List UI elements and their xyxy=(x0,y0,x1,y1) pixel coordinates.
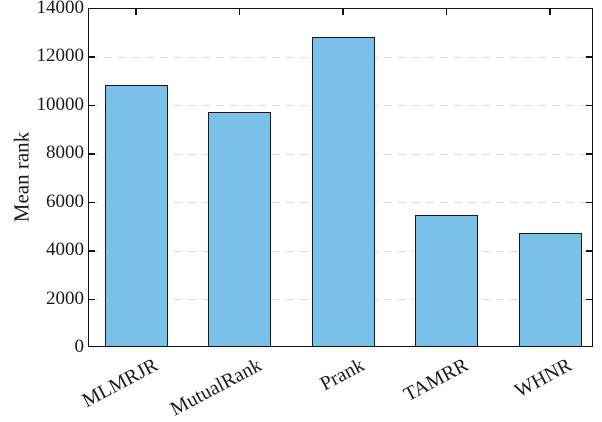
x-tick-top xyxy=(342,9,344,15)
y-tick-label: 6000 xyxy=(46,190,84,212)
y-tick-left xyxy=(89,298,95,301)
y-tick-left xyxy=(89,250,95,252)
y-tick-left xyxy=(89,104,95,107)
y-tick-right xyxy=(586,298,592,301)
y-tick-right xyxy=(586,250,592,252)
y-tick-left xyxy=(89,201,95,204)
y-tick-label: 12000 xyxy=(36,45,85,67)
y-tick-right xyxy=(586,201,592,204)
y-tick-right xyxy=(586,56,592,58)
bar xyxy=(104,84,168,346)
x-tick-label: TAMRR xyxy=(400,354,472,407)
x-tick-label: MLMRJR xyxy=(78,354,162,413)
x-tick-top xyxy=(135,9,137,15)
y-tick-label: 2000 xyxy=(46,287,84,309)
y-tick-label: 8000 xyxy=(46,142,84,164)
y-tick-right xyxy=(586,153,592,155)
plot-area xyxy=(88,8,593,347)
bar xyxy=(311,37,375,346)
y-tick-left xyxy=(89,153,95,155)
x-tick-top xyxy=(445,9,448,15)
y-tick-label: 0 xyxy=(74,336,85,357)
y-tick-left xyxy=(89,56,95,58)
y-tick-label: 4000 xyxy=(46,239,84,261)
y-tick-label: 14000 xyxy=(36,0,85,18)
y-tick-label: 10000 xyxy=(36,93,85,115)
x-tick-top xyxy=(238,9,241,15)
x-tick-label: Prank xyxy=(316,354,369,396)
y-tick-right xyxy=(586,104,592,107)
bar xyxy=(518,233,582,346)
x-tick-label: MutualRank xyxy=(166,354,265,421)
x-tick-label: WHNR xyxy=(511,354,576,403)
bar xyxy=(208,112,271,346)
bar xyxy=(415,215,478,346)
x-tick-top xyxy=(549,9,551,15)
